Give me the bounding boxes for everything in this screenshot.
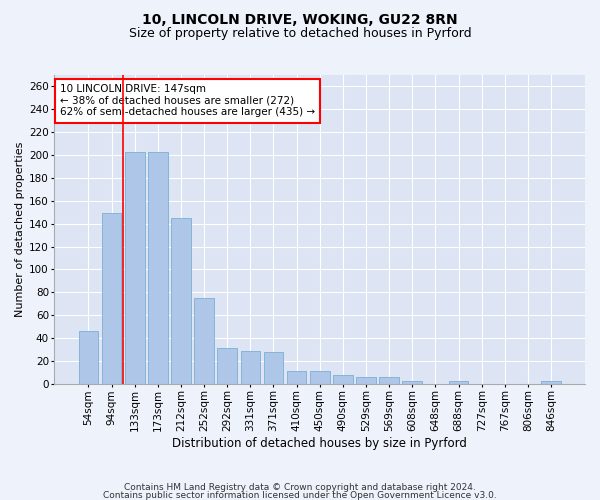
Bar [310,371,329,384]
Text: Contains HM Land Registry data © Crown copyright and database right 2024.: Contains HM Land Registry data © Crown c… [124,483,476,492]
X-axis label: Distribution of detached houses by size in Pyrford: Distribution of detached houses by size … [172,437,467,450]
Bar [403,382,422,384]
Bar [102,214,121,384]
Bar [541,382,561,384]
Bar [171,218,191,384]
Bar [148,152,167,384]
Text: Size of property relative to detached houses in Pyrford: Size of property relative to detached ho… [128,28,472,40]
Bar [449,382,469,384]
Bar [356,377,376,384]
Bar [217,348,237,384]
Bar [125,152,145,384]
Bar [79,331,98,384]
Bar [287,371,307,384]
Y-axis label: Number of detached properties: Number of detached properties [15,142,25,317]
Text: Contains public sector information licensed under the Open Government Licence v3: Contains public sector information licen… [103,492,497,500]
Bar [194,298,214,384]
Text: 10, LINCOLN DRIVE, WOKING, GU22 8RN: 10, LINCOLN DRIVE, WOKING, GU22 8RN [142,12,458,26]
Bar [241,350,260,384]
Bar [379,377,399,384]
Text: 10 LINCOLN DRIVE: 147sqm
← 38% of detached houses are smaller (272)
62% of semi-: 10 LINCOLN DRIVE: 147sqm ← 38% of detach… [60,84,315,117]
Bar [333,374,353,384]
Bar [263,352,283,384]
